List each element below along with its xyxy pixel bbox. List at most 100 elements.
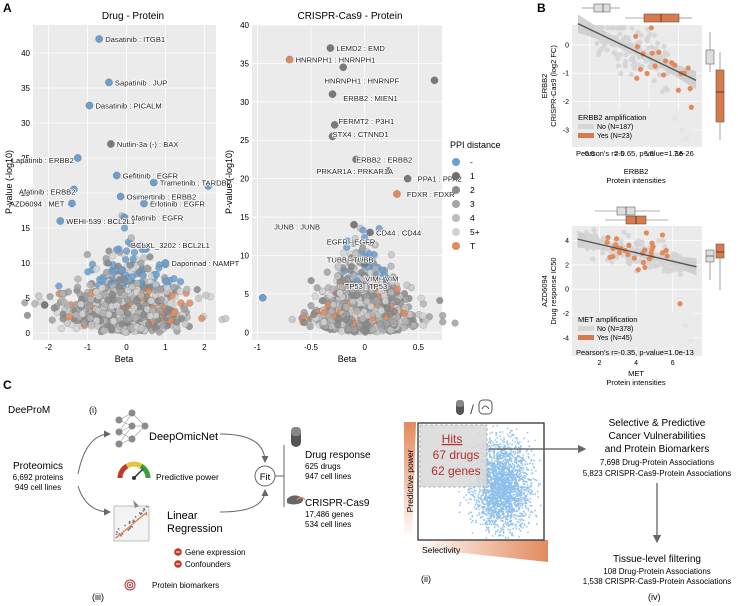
gauge-icon (117, 461, 151, 480)
minus-icon (174, 560, 182, 568)
volcano-point (329, 301, 337, 309)
hit-cloud-point (511, 511, 514, 514)
hit-cloud-point (468, 491, 471, 494)
volcano-point (88, 260, 96, 268)
y-tick-label: 25 (240, 136, 249, 145)
hit-cloud-point (488, 519, 491, 522)
hit-cloud-point (493, 467, 495, 470)
hit-cloud-point (510, 459, 513, 462)
volcano-point (124, 310, 132, 318)
crispr-line1: 17,486 genes (305, 510, 354, 519)
hit-cloud-point (505, 503, 507, 505)
volcano-point (59, 315, 67, 323)
hit-cloud-point (475, 499, 478, 502)
hit-cloud-point (528, 445, 531, 448)
hit-cloud-point (526, 473, 528, 476)
volcano-point (137, 259, 145, 267)
volcano-point (374, 298, 382, 306)
volcano-point (23, 311, 31, 319)
hit-cloud-point (476, 494, 479, 497)
hit-cloud-point (475, 501, 478, 504)
scatter-point (634, 75, 640, 81)
hit-cloud-point (498, 534, 501, 537)
hit-cloud-point (513, 480, 516, 483)
hit-cloud-point (511, 443, 514, 446)
volcano-right-title: CRISPR-Cas9 - Protein (297, 11, 402, 22)
hit-cloud-point (502, 460, 505, 462)
scatter-point (618, 70, 624, 77)
hit-cloud-point (522, 454, 524, 456)
hit-cloud-point (474, 503, 477, 506)
hit-cloud-point (484, 522, 487, 525)
capsule-small-icon (456, 400, 464, 415)
hit-cloud-point (512, 479, 515, 481)
hit-cloud-point (498, 445, 500, 448)
hit-cloud-point (510, 477, 513, 480)
legend-no-swatch (578, 124, 594, 129)
hit-cloud-point (519, 530, 522, 532)
scatter-point (661, 43, 667, 49)
x-tick-label: 1 (163, 343, 168, 352)
scatter-point (613, 242, 619, 248)
hit-cloud-point (497, 480, 500, 483)
hit-cloud-point (478, 501, 481, 504)
hit-cloud-point (499, 464, 502, 467)
hit-cloud-point (525, 498, 528, 501)
hit-label: Osimertinib : ERBB2 (127, 193, 197, 202)
hit-cloud-point (516, 484, 519, 487)
hit-cloud-point (537, 496, 539, 498)
y-tick-label: 40 (240, 21, 249, 30)
hit-cloud-point (529, 501, 532, 504)
arrow-linear-to-fit (219, 489, 269, 513)
scatter-point (655, 237, 662, 244)
hit-cloud-point (504, 467, 507, 470)
hit-cloud-point (498, 508, 501, 511)
volcano-point (74, 283, 82, 291)
hit-cloud-point (488, 512, 491, 515)
hit-cloud-point (500, 474, 503, 477)
hit-cloud-point (484, 503, 487, 505)
hit-cloud-point (499, 527, 502, 530)
hit-cloud-point (514, 469, 517, 471)
hit-cloud-point (513, 516, 515, 519)
hit-cloud-point (473, 506, 476, 509)
hit-cloud-point (485, 537, 488, 539)
hit-cloud-point (527, 521, 530, 524)
volcano-point (180, 305, 188, 313)
hit-cloud-point (511, 498, 514, 501)
scatter-met-legend-title: MET amplification (578, 315, 637, 324)
scatter-met-ylabel2: Drug response IC50 (549, 257, 558, 324)
volcano-point (63, 319, 71, 327)
volcano-point (168, 292, 176, 300)
hit-cloud-point (518, 493, 521, 495)
hit-cloud-point (515, 515, 518, 517)
hit-cloud-point (495, 524, 497, 526)
volcano-point (139, 271, 147, 279)
hit-cloud-point (512, 471, 515, 473)
hit-cloud-point (534, 514, 537, 517)
y-tick-label: 15 (21, 224, 30, 233)
hit-cloud-point (519, 461, 522, 464)
scatter-point (659, 232, 666, 238)
hit-cloud-point (530, 459, 533, 462)
hit-cloud-point (537, 485, 540, 487)
scatter-point (640, 259, 647, 266)
scatter-point (583, 243, 590, 249)
hit-cloud-point (507, 444, 509, 446)
hit-cloud-point (481, 506, 483, 508)
deepomicnet-label: DeepOmicNet (149, 431, 218, 443)
hit-cloud-point (507, 515, 509, 517)
scatter-point (649, 50, 655, 56)
hit-cloud-point (514, 490, 517, 493)
legend-yes-swatch (578, 133, 594, 138)
hit-cloud-point (530, 478, 532, 481)
scatter-point (625, 232, 632, 239)
hit-cloud-point (497, 503, 499, 506)
y-tick-label: 0 (565, 287, 569, 294)
volcano-point (310, 310, 318, 319)
hit-cloud-point (512, 527, 514, 530)
hit-cloud-point (512, 476, 515, 478)
ppi-legend-swatch (452, 214, 460, 222)
scatter-point (660, 238, 666, 244)
